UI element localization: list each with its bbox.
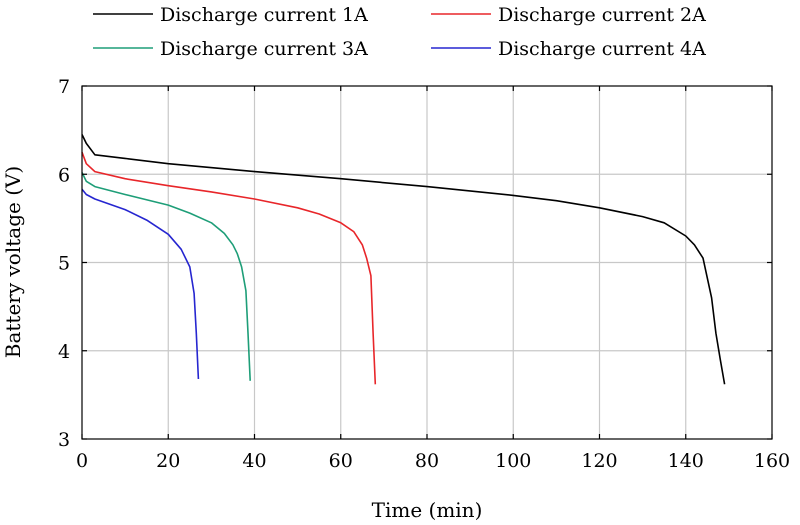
legend-label: Discharge current 2A (498, 4, 706, 26)
x-tick-label: 40 (242, 450, 266, 472)
x-tick-label: 160 (754, 450, 790, 472)
x-axis-title: Time (min) (372, 498, 483, 522)
legend-item-1: Discharge current 1A (93, 4, 368, 26)
series-line-3 (81, 172, 251, 381)
x-tick-label: 140 (668, 450, 704, 472)
legend-label: Discharge current 3A (160, 38, 368, 60)
legend-item-3: Discharge current 3A (93, 38, 368, 60)
x-tick-label: 60 (329, 450, 353, 472)
series-line-1 (81, 134, 726, 385)
tick-layer: 0 20 40 60 80 100 120 140 160 3 4 5 6 7 (58, 76, 790, 472)
x-tick-label: 80 (415, 450, 439, 472)
grid-layer (82, 86, 772, 439)
x-tick-label: 20 (156, 450, 180, 472)
legend: Discharge current 1A Discharge current 2A… (93, 4, 706, 60)
legend-item-4: Discharge current 4A (431, 38, 706, 60)
y-tick-label: 6 (58, 164, 70, 186)
y-tick-label: 5 (58, 253, 70, 275)
series-line-4 (81, 188, 200, 380)
legend-item-2: Discharge current 2A (431, 4, 706, 26)
series-line-2 (81, 151, 377, 385)
x-tick-label: 120 (581, 450, 617, 472)
y-tick-label: 3 (58, 429, 70, 451)
y-tick-label: 4 (58, 341, 70, 363)
x-tick-label: 0 (76, 450, 88, 472)
y-tick-label: 7 (58, 76, 70, 98)
series-layer (81, 134, 726, 385)
legend-label: Discharge current 1A (160, 4, 368, 26)
x-tick-label: 100 (495, 450, 531, 472)
legend-label: Discharge current 4A (498, 38, 706, 60)
y-axis-title: Battery voltage (V) (1, 166, 25, 359)
